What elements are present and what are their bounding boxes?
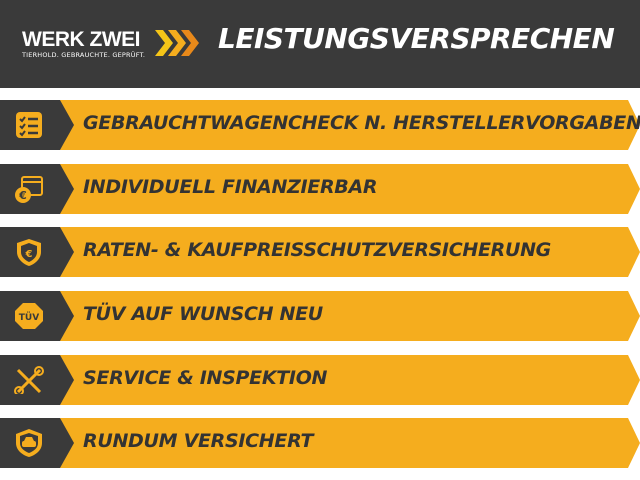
list-item: TÜV TÜV AUF WUNSCH NEU: [0, 291, 640, 341]
shield-euro-icon: €: [17, 239, 41, 266]
page-title: LEISTUNGSVERSPRECHEN: [218, 22, 615, 55]
item-label: SERVICE & INSPEKTION: [83, 367, 328, 389]
logo-tagline: TIERHOLD. GEBRAUCHTE. GEPRÜFT.: [22, 51, 146, 59]
item-label: INDIVIDUELL FINANZIERBAR: [83, 176, 378, 198]
header: WERK ZWEI TIERHOLD. GEBRAUCHTE. GEPRÜFT.…: [0, 0, 640, 88]
svg-text:€: €: [25, 249, 33, 260]
calendar-euro-icon: €: [15, 176, 43, 203]
item-label: GEBRAUCHTWAGENCHECK N. HERSTELLERVORGABE…: [83, 112, 640, 134]
tuv-badge-icon: TÜV: [15, 303, 43, 329]
list-item: SERVICE & INSPEKTION: [0, 355, 640, 405]
item-label: RUNDUM VERSICHERT: [83, 430, 314, 452]
list-item: GEBRAUCHTWAGENCHECK N. HERSTELLERVORGABE…: [0, 100, 640, 150]
item-label: RATEN- & KAUFPREISSCHUTZVERSICHERUNG: [83, 239, 551, 261]
list-item: € RATEN- & KAUFPREISSCHUTZVERSICHERUNG: [0, 227, 640, 277]
tools-icon: [14, 366, 44, 394]
logo-text: WERK ZWEI: [22, 28, 140, 51]
row-banner: [0, 291, 640, 341]
checklist-icon: [16, 112, 42, 138]
list-item: € INDIVIDUELL FINANZIERBAR: [0, 164, 640, 214]
chevrons-icon: [155, 30, 199, 56]
row-banner: [0, 355, 640, 405]
row-banner: [0, 227, 640, 277]
list-item: RUNDUM VERSICHERT: [0, 418, 640, 468]
item-label: TÜV AUF WUNSCH NEU: [83, 303, 323, 325]
shield-car-icon: [16, 429, 42, 457]
logo: WERK ZWEI TIERHOLD. GEBRAUCHTE. GEPRÜFT.: [22, 28, 145, 59]
svg-text:€: €: [18, 189, 27, 202]
svg-text:TÜV: TÜV: [19, 312, 39, 323]
